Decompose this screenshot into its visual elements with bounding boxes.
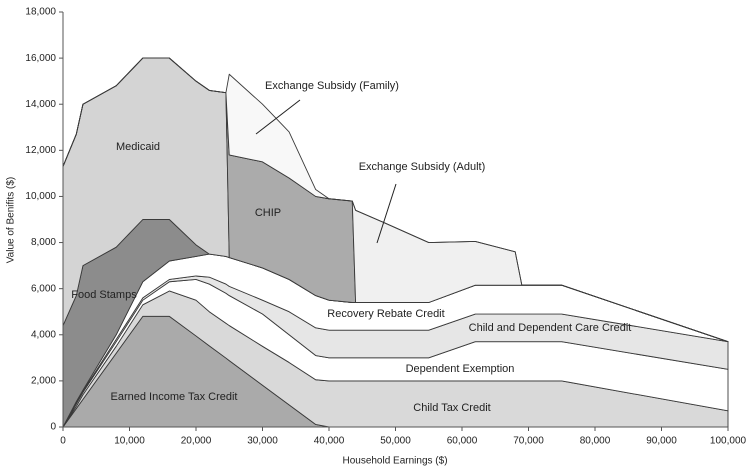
x-tick-label: 20,000 bbox=[181, 436, 212, 447]
series-label: Child Tax Credit bbox=[413, 402, 490, 414]
x-tick-label: 10,000 bbox=[114, 436, 145, 447]
y-tick-label: 4,000 bbox=[31, 329, 56, 340]
y-tick-label: 0 bbox=[50, 422, 56, 433]
y-tick-label: 8,000 bbox=[31, 237, 56, 248]
y-tick-label: 2,000 bbox=[31, 376, 56, 387]
series-label: Food Stamps bbox=[71, 289, 137, 301]
y-tick-label: 16,000 bbox=[25, 53, 56, 64]
series-label: Child and Dependent Care Credit bbox=[469, 322, 632, 334]
y-tick-label: 14,000 bbox=[25, 99, 56, 110]
x-tick-label: 0 bbox=[60, 436, 66, 447]
y-tick-label: 18,000 bbox=[25, 7, 56, 18]
areas bbox=[62, 57, 729, 428]
y-tick-label: 10,000 bbox=[25, 191, 56, 202]
x-tick-label: 100,000 bbox=[710, 436, 747, 447]
series-label: Earned Income Tax Credit bbox=[111, 391, 238, 403]
x-axis-title: Household Earnings ($) bbox=[342, 456, 447, 467]
x-tick-label: 80,000 bbox=[580, 436, 611, 447]
leader-line bbox=[255, 99, 301, 135]
series-label: Recovery Rebate Credit bbox=[327, 308, 444, 320]
x-tick-label: 50,000 bbox=[380, 436, 411, 447]
series-label: Dependent Exemption bbox=[406, 363, 515, 375]
y-tick-label: 12,000 bbox=[25, 145, 56, 156]
leader-line bbox=[376, 183, 397, 244]
x-tick-label: 30,000 bbox=[247, 436, 278, 447]
y-tick-label: 6,000 bbox=[31, 283, 56, 294]
y-axis-title: Value of Benifits ($) bbox=[6, 177, 17, 264]
x-tick-label: 60,000 bbox=[447, 436, 478, 447]
area bbox=[62, 57, 729, 343]
x-tick-label: 40,000 bbox=[314, 436, 345, 447]
series-label: Medicaid bbox=[116, 141, 160, 153]
series-label: CHIP bbox=[255, 207, 281, 219]
x-tick-label: 70,000 bbox=[513, 436, 544, 447]
series-label: Exchange Subsidy (Adult) bbox=[359, 161, 486, 173]
x-tick-label: 90,000 bbox=[646, 436, 677, 447]
series-label: Exchange Subsidy (Family) bbox=[265, 80, 399, 92]
